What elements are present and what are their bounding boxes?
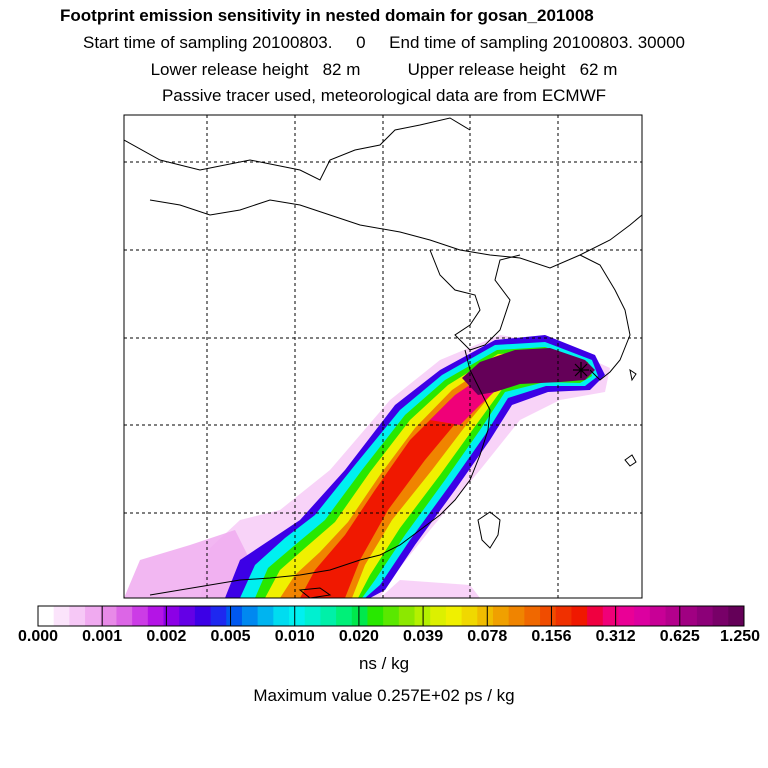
colorbar-swatch xyxy=(179,606,196,626)
colorbar-units: ns / kg xyxy=(358,654,410,673)
colorbar-tick-label: 0.000 xyxy=(17,628,59,645)
colorbar-swatch xyxy=(445,606,463,626)
colorbar-swatch xyxy=(681,606,698,626)
colorbar-tick-label: 0.001 xyxy=(82,628,123,645)
maximum-value-label: Maximum value 0.257E+02 ps / kg xyxy=(253,686,515,705)
colorbar-swatch xyxy=(69,606,86,626)
colorbar-swatch xyxy=(147,606,165,626)
colorbar-swatch xyxy=(163,606,180,626)
coast-mongolia-border xyxy=(124,117,471,181)
coast-hainan xyxy=(298,587,332,598)
plot-title: Footprint emission sensitivity in nested… xyxy=(60,6,594,25)
colorbar-swatch xyxy=(665,606,682,626)
map-frame xyxy=(123,114,643,599)
colorbar xyxy=(37,605,745,627)
coast-south-china xyxy=(149,559,361,596)
colorbar-swatch xyxy=(273,606,290,626)
colorbar-swatch xyxy=(540,606,557,626)
tracer-info-line: Passive tracer used, meteorological data… xyxy=(161,86,607,105)
colorbar-tick-label: 0.156 xyxy=(531,628,572,645)
colorbar-swatch xyxy=(524,606,541,626)
plume-haze-s xyxy=(380,580,480,598)
colorbar-swatch xyxy=(304,606,321,626)
colorbar-swatch xyxy=(38,606,55,626)
colorbar-swatch xyxy=(555,606,572,626)
colorbar-swatch xyxy=(367,606,384,626)
colorbar-swatch xyxy=(398,606,416,626)
colorbar-swatch xyxy=(649,606,667,626)
colorbar-tick-label: 0.010 xyxy=(274,628,315,645)
colorbar-tick-label: 0.005 xyxy=(210,628,251,645)
colorbar-tick-label: 0.078 xyxy=(467,628,508,645)
colorbar-swatch xyxy=(461,606,478,626)
colorbar-swatch xyxy=(696,606,714,626)
colorbar-tick-label: 0.020 xyxy=(338,628,379,645)
colorbar-swatch xyxy=(210,606,227,626)
colorbar-swatch xyxy=(257,606,274,626)
colorbar-swatch xyxy=(587,606,604,626)
sampling-time-line: Start time of sampling 20100803. 0 End t… xyxy=(83,33,685,52)
plume-haze-sw xyxy=(124,530,250,598)
colorbar-swatch xyxy=(351,606,368,626)
colorbar-swatch xyxy=(132,606,149,626)
colorbar-swatch xyxy=(116,606,133,626)
coast-north-china xyxy=(149,199,642,269)
colorbar-swatch xyxy=(508,606,525,626)
coast-korea xyxy=(579,254,631,381)
colorbar-swatch xyxy=(53,606,70,626)
colorbar-tick-label: 1.250 xyxy=(719,628,761,645)
colorbar-swatch xyxy=(618,606,635,626)
coastlines xyxy=(124,117,642,598)
colorbar-swatch xyxy=(289,606,306,626)
colorbar-swatch xyxy=(336,606,353,626)
graticule xyxy=(124,115,642,598)
colorbar-swatch xyxy=(477,606,494,626)
colorbar-tick-label: 0.625 xyxy=(659,628,700,645)
receptor-star-icon xyxy=(573,362,589,378)
footprint-plume xyxy=(124,335,610,598)
colorbar-swatch xyxy=(383,606,400,626)
colorbar-swatch xyxy=(320,606,337,626)
release-height-line: Lower release height 82 m Upper release … xyxy=(150,60,618,79)
colorbar-swatch xyxy=(602,606,619,626)
colorbar-swatch xyxy=(728,606,745,626)
colorbar-frame xyxy=(37,605,745,627)
colorbar-tick-label: 0.039 xyxy=(403,628,444,645)
colorbar-swatch xyxy=(194,606,212,626)
coast-east-china xyxy=(359,349,491,561)
plume-core xyxy=(462,348,595,395)
coast-taiwan xyxy=(477,511,501,549)
colorbar-swatch xyxy=(100,606,117,626)
colorbar-swatch xyxy=(712,606,729,626)
colorbar-swatch xyxy=(571,606,588,626)
colorbar-swatch xyxy=(85,606,102,626)
plume-red xyxy=(300,360,580,598)
colorbar-swatch xyxy=(634,606,651,626)
colorbar-tick-label: 0.002 xyxy=(146,628,187,645)
coast-bohai xyxy=(429,249,521,351)
colorbar-swatch xyxy=(430,606,447,626)
colorbar-swatch xyxy=(492,606,510,626)
colorbar-tick-label: 0.312 xyxy=(595,628,636,645)
coast-japan-islands xyxy=(624,368,637,467)
colorbar-swatch xyxy=(241,606,259,626)
colorbar-swatch xyxy=(226,606,243,626)
